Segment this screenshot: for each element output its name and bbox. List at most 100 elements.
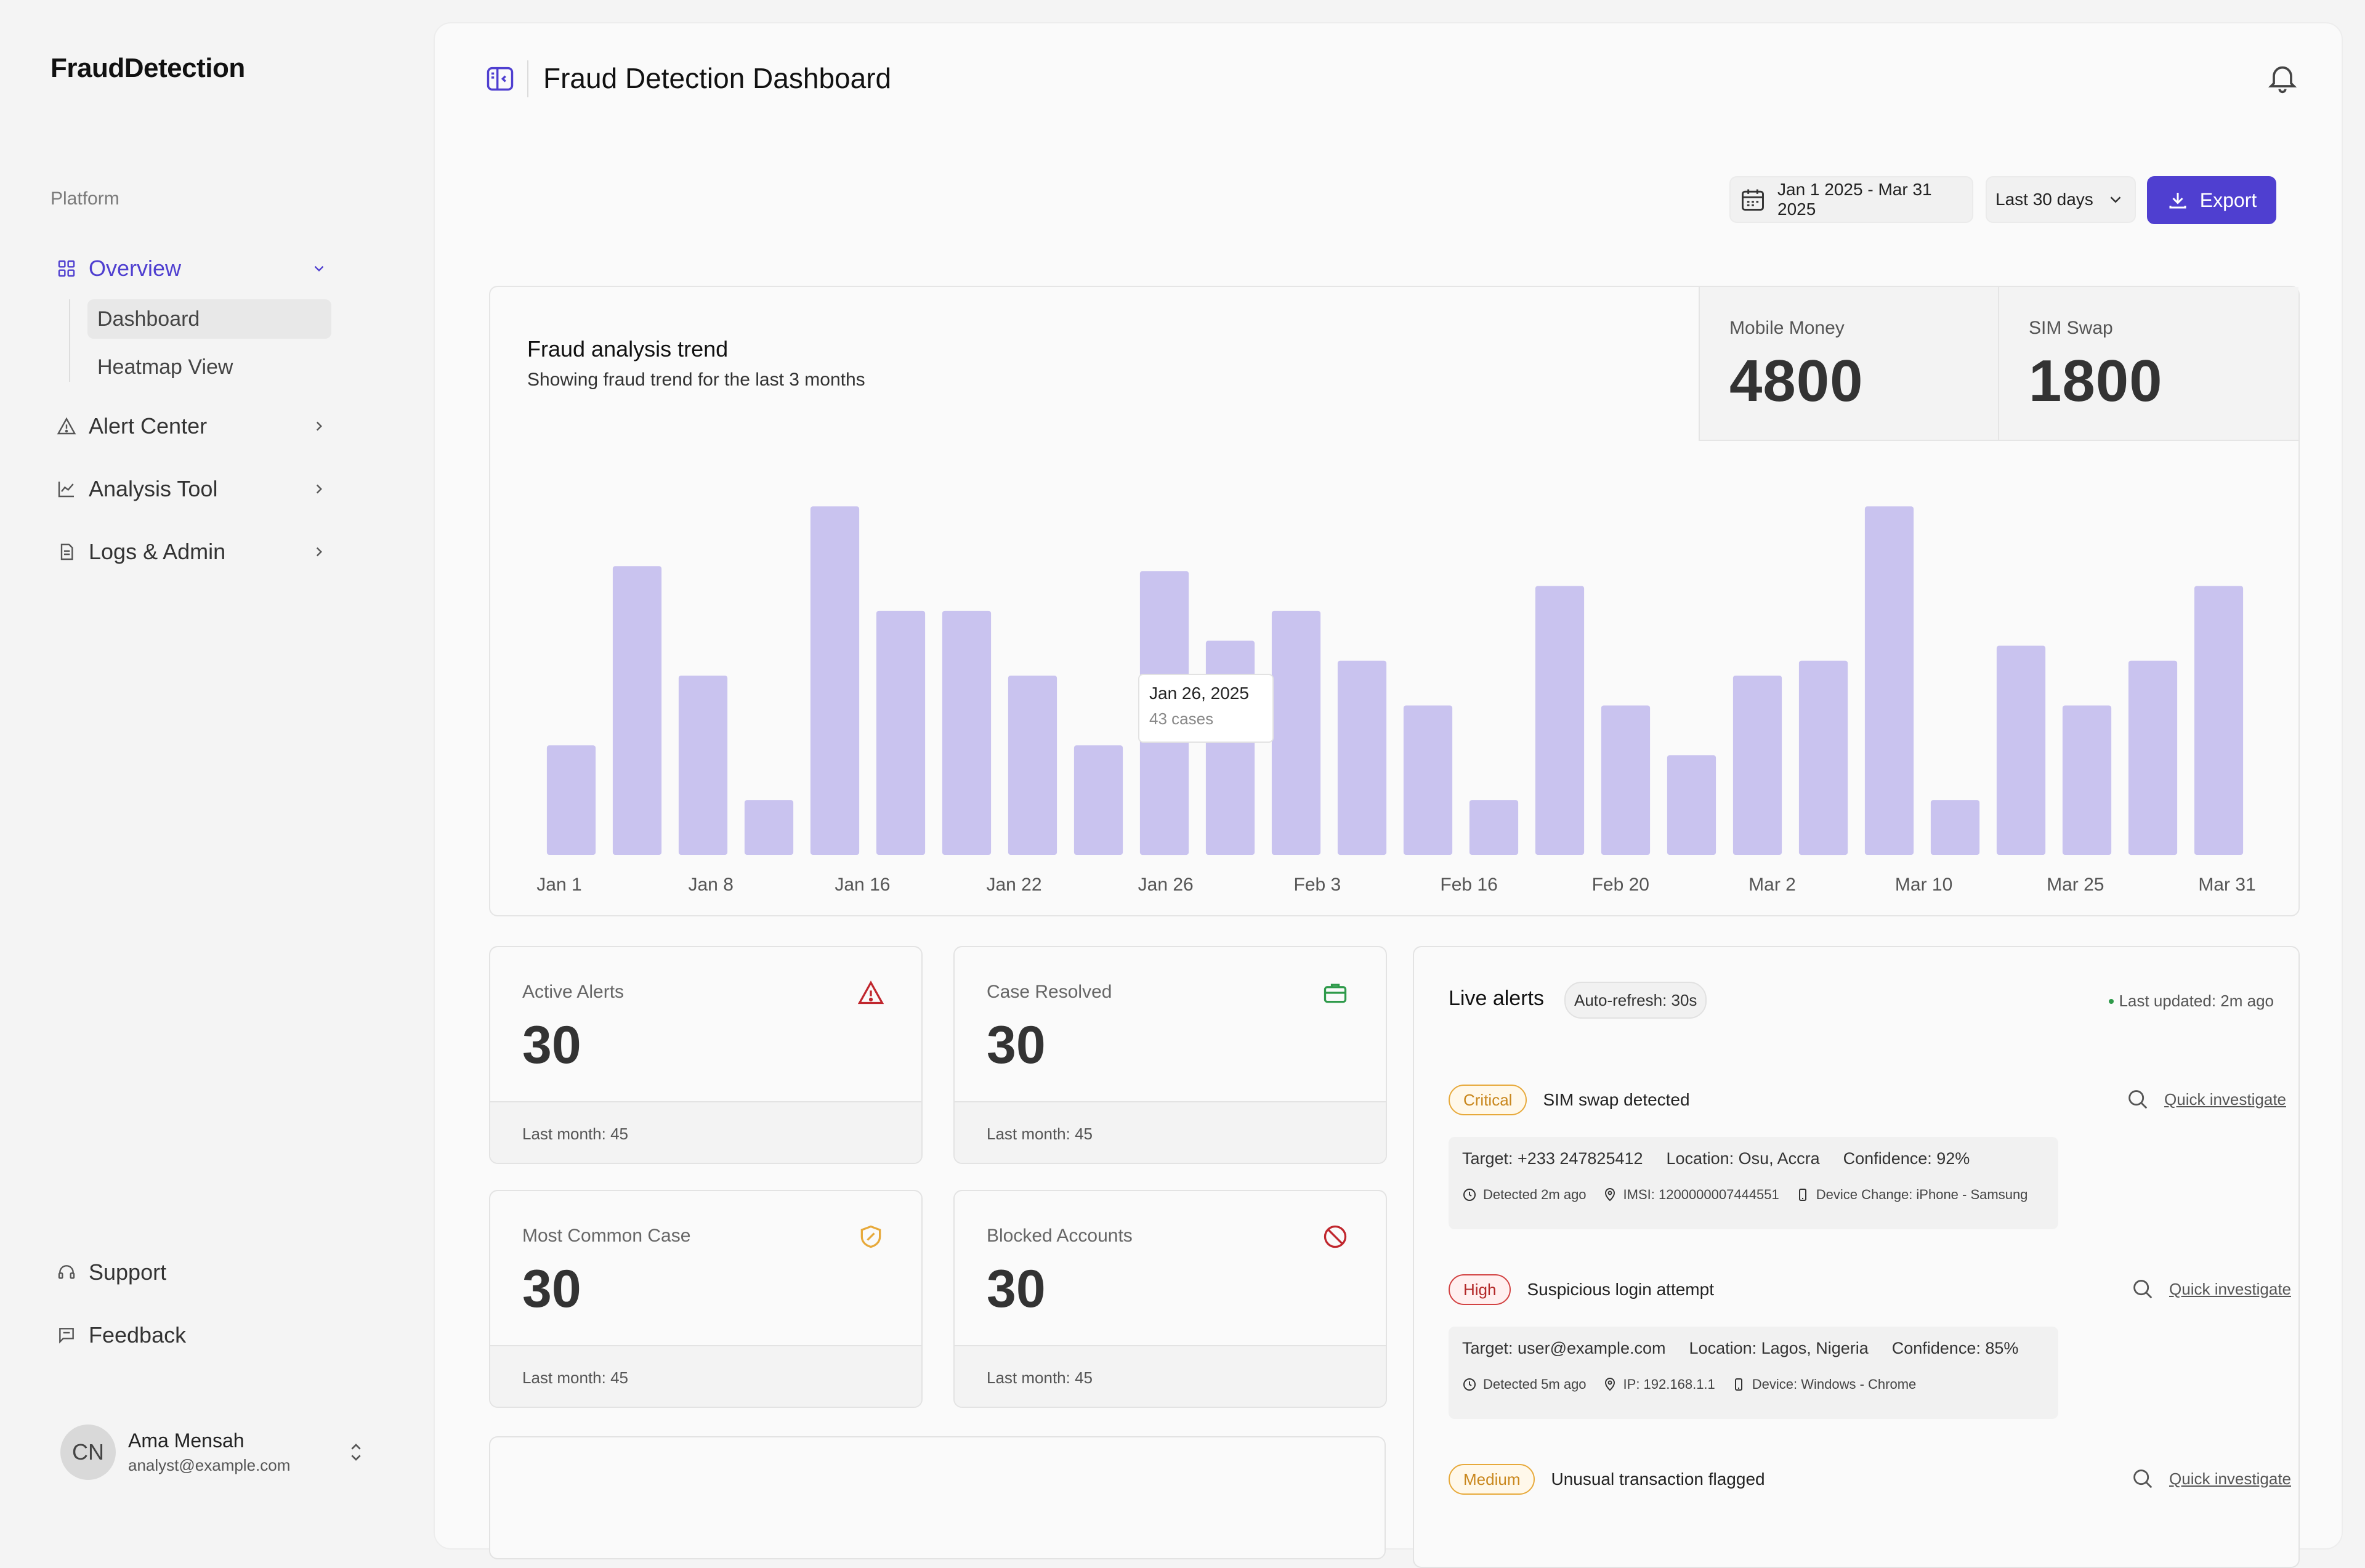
quick-investigate-label: Quick investigate	[2169, 1469, 2291, 1488]
clock-icon	[1463, 1189, 1476, 1201]
chart-bar[interactable]	[942, 610, 992, 855]
chart-bar[interactable]	[2128, 660, 2178, 855]
chart-bar[interactable]	[1469, 800, 1519, 855]
sidebar-item-label: Overview	[89, 256, 182, 281]
x-tick-label: Mar 25	[2047, 875, 2104, 895]
kpi-active-alerts[interactable]: Active Alerts 30 Last month: 45	[489, 946, 923, 1164]
x-tick-label: Mar 31	[2198, 875, 2255, 895]
x-tick-label: Feb 20	[1592, 875, 1649, 895]
stat-label: SIM Swap	[2029, 318, 2113, 338]
sidebar-item-feedback[interactable]: Feedback	[57, 1317, 328, 1354]
chart-bar[interactable]	[1864, 506, 1914, 855]
fraud-trend-card: Jan 1 Jan 8 Jan 16 Jan 22 Jan 26 Feb 3 Feb 16 F…	[489, 286, 2300, 916]
chevron-right-icon[interactable]	[310, 418, 328, 435]
sidebar-item-analysis-tool[interactable]: Analysis Tool	[57, 471, 328, 507]
alert-device: Device: Windows - Chrome	[1752, 1376, 1917, 1392]
quick-investigate-label: Quick investigate	[2164, 1089, 2286, 1109]
bell-icon[interactable]	[2265, 60, 2300, 95]
chart-tooltip: Jan 26, 2025 43 cases	[1138, 674, 1274, 743]
kpi-blocked-accounts[interactable]: Blocked Accounts 30 Last month: 45	[953, 1190, 1387, 1408]
chart-bar[interactable]	[678, 676, 728, 855]
chart-bar[interactable]	[2062, 705, 2112, 855]
stat-sim-swap[interactable]: SIM Swap 1800	[1998, 287, 2298, 441]
x-tick-label: Jan 16	[835, 875, 890, 895]
stat-label: Mobile Money	[1729, 318, 1845, 338]
quick-investigate-link[interactable]: Quick investigate	[2131, 1467, 2291, 1490]
chart-bar[interactable]	[1403, 705, 1453, 855]
download-icon	[2167, 189, 2189, 211]
blocked-icon	[1322, 1223, 1349, 1250]
alert-detected: Detected 5m ago	[1483, 1376, 1587, 1392]
alert-details: Target: +233 247825412 Location: Osu, Ac…	[1449, 1137, 2058, 1229]
sidebar-subitem-heatmap[interactable]: Heatmap View	[97, 355, 233, 379]
alert-location: Location: Osu, Accra	[1666, 1149, 1820, 1168]
line-chart-icon	[57, 479, 76, 499]
chart-bar[interactable]	[1996, 645, 2046, 855]
date-range-text: Jan 1 2025 - Mar 31 2025	[1777, 180, 1932, 219]
sidebar-item-label: Alert Center	[89, 413, 208, 438]
severity-badge: Critical	[1449, 1085, 1527, 1115]
sidebar-toggle-icon[interactable]	[484, 63, 516, 95]
chart-bar[interactable]	[876, 610, 926, 855]
auto-refresh-badge[interactable]: Auto-refresh: 30s	[1564, 982, 1707, 1019]
chevron-right-icon[interactable]	[310, 480, 328, 498]
chart-bar[interactable]	[1930, 800, 1980, 855]
sidebar-item-support[interactable]: Support	[57, 1254, 328, 1291]
x-tick-label: Jan 26	[1138, 875, 1194, 895]
sidebar-item-logs-admin[interactable]: Logs & Admin	[57, 533, 328, 570]
chart-bar[interactable]	[1732, 676, 1782, 855]
kpi-value: 30	[522, 1016, 581, 1075]
chart-bar[interactable]	[1535, 586, 1585, 855]
chart-bar[interactable]	[810, 506, 860, 855]
kpi-footer: Last month: 45	[490, 1345, 921, 1407]
export-button[interactable]: Export	[2147, 176, 2276, 224]
kpi-footer: Last month: 45	[955, 1345, 1386, 1407]
chart-bar[interactable]	[1667, 755, 1716, 855]
chart-bar[interactable]	[1205, 641, 1255, 855]
chart-bar[interactable]	[1008, 676, 1057, 855]
empty-card	[489, 1436, 1386, 1559]
kpi-label: Case Resolved	[987, 982, 1112, 1002]
quick-investigate-link[interactable]: Quick investigate	[2126, 1088, 2286, 1111]
chevron-down-icon[interactable]	[310, 260, 328, 277]
x-tick-label: Feb 16	[1440, 875, 1497, 895]
chart-bar[interactable]	[1073, 745, 1123, 855]
alert-detected: Detected 2m ago	[1483, 1187, 1587, 1202]
kpi-label: Blocked Accounts	[987, 1226, 1133, 1246]
chart-bar[interactable]	[1271, 610, 1321, 855]
calendar-icon	[1739, 186, 1766, 213]
kpi-value: 30	[522, 1259, 581, 1319]
chart-bar[interactable]	[1798, 660, 1848, 855]
kpi-footer: Last month: 45	[490, 1101, 921, 1163]
file-icon	[57, 542, 76, 562]
search-icon	[2133, 1469, 2153, 1489]
tooltip-date: Jan 26, 2025	[1149, 684, 1249, 703]
sidebar-item-overview[interactable]: Overview	[57, 250, 328, 287]
status-dot	[2109, 998, 2114, 1004]
chevron-right-icon[interactable]	[310, 543, 328, 560]
stat-mobile-money[interactable]: Mobile Money 4800	[1699, 287, 1999, 441]
sidebar-item-alert-center[interactable]: Alert Center	[57, 408, 328, 445]
date-range-picker[interactable]: Jan 1 2025 - Mar 31 2025	[1729, 176, 1973, 223]
chart-bar[interactable]	[2194, 586, 2244, 855]
alert-item: Medium Unusual transaction flagged Quick…	[1449, 1462, 2291, 1497]
period-select[interactable]: Last 30 days	[1986, 176, 2136, 223]
chevrons-up-down-icon[interactable]	[344, 1437, 368, 1468]
chart-bar[interactable]	[744, 800, 794, 855]
kpi-case-resolved[interactable]: Case Resolved 30 Last month: 45	[953, 946, 1387, 1164]
kpi-most-common-case[interactable]: Most Common Case 30 Last month: 45	[489, 1190, 923, 1408]
stat-value: 1800	[2029, 348, 2163, 414]
kpi-value: 30	[987, 1016, 1046, 1075]
sidebar-subitem-dashboard[interactable]: Dashboard	[87, 299, 331, 339]
tooltip-cases: 43 cases	[1149, 709, 1214, 728]
chart-bar[interactable]	[612, 566, 662, 855]
chart-bar[interactable]	[1337, 660, 1387, 855]
chart-bar[interactable]	[1601, 705, 1651, 855]
alert-item: High Suspicious login attempt Quick inve…	[1449, 1272, 2291, 1419]
chart-bar[interactable]	[546, 745, 596, 855]
quick-investigate-link[interactable]: Quick investigate	[2131, 1277, 2291, 1301]
user-menu[interactable]: CN Ama Mensah analyst@example.com	[60, 1423, 368, 1482]
user-name: Ama Mensah	[128, 1429, 245, 1452]
message-icon	[57, 1325, 76, 1345]
severity-badge: High	[1449, 1274, 1511, 1305]
